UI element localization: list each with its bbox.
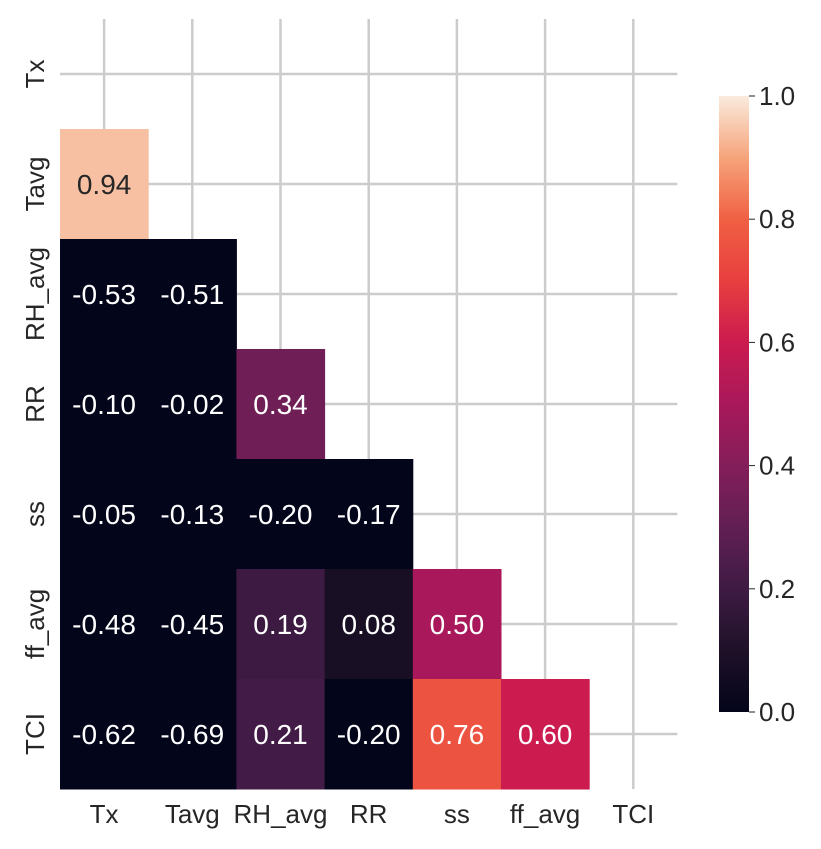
heatmap-cell: [60, 239, 149, 350]
cell-value-label: 0.19: [253, 609, 308, 640]
heatmap-cell: [148, 349, 237, 460]
x-tick-label: RR: [350, 799, 388, 829]
cell-value-label: -0.48: [72, 609, 136, 640]
x-tick-label: Tavg: [165, 799, 220, 829]
heatmap-cell: [148, 239, 237, 350]
heatmap-cell: [236, 569, 326, 680]
heatmap-cell: [412, 569, 502, 680]
heatmap-cell: [148, 569, 237, 680]
cell-value-label: -0.62: [72, 719, 136, 750]
heatmap-cell: [60, 129, 149, 240]
heatmap-cell: [501, 679, 590, 790]
colorbar-tick-label: 0.2: [759, 574, 795, 604]
x-tick-label: TCI: [612, 799, 654, 829]
y-tick-label: RR: [20, 385, 50, 423]
heatmap-cell: [60, 349, 149, 460]
heatmap-cell: [412, 679, 502, 790]
heatmap-cell: [148, 679, 237, 790]
heatmap-cell: [236, 349, 326, 460]
y-tick-label: TCI: [20, 713, 50, 755]
y-tick-label: ff_avg: [20, 589, 50, 659]
cell-value-label: -0.02: [160, 389, 224, 420]
heatmap-cell: [236, 679, 326, 790]
cell-value-label: 0.76: [430, 719, 485, 750]
y-tick-label: ss: [20, 501, 50, 527]
cell-value-label: 0.50: [430, 609, 485, 640]
cell-value-label: 0.34: [253, 389, 308, 420]
cell-value-label: -0.05: [72, 499, 136, 530]
cell-value-label: -0.13: [160, 499, 224, 530]
cell-value-label: -0.69: [160, 719, 224, 750]
heatmap-cell: [148, 459, 237, 570]
heatmap-cell: [324, 459, 414, 570]
cell-value-label: -0.10: [72, 389, 136, 420]
cell-value-label: 0.08: [341, 609, 396, 640]
y-tick-labels: Tx Tavg RH_avg RR ss ff_avg TCI: [20, 60, 50, 755]
colorbar: 0.0 0.2 0.4 0.6 0.8 1.0: [719, 81, 795, 727]
y-tick-label: Tavg: [20, 157, 50, 212]
heatmap-cell: [236, 459, 326, 570]
heatmap-cells: 0.94 -0.53 -0.51 -0.10 -0.02 0.34 -0.05 -0.13 -0…: [60, 129, 590, 790]
x-tick-label: ff_avg: [510, 799, 580, 829]
colorbar-tick-label: 1.0: [759, 81, 795, 111]
cell-value-label: -0.20: [249, 499, 313, 530]
heatmap-cell: [60, 569, 149, 680]
heatmap-cell: [60, 459, 149, 570]
cell-value-label: -0.20: [337, 719, 401, 750]
colorbar-gradient: [719, 96, 749, 712]
cell-value-label: 0.94: [77, 169, 132, 200]
heatmap-cell: [324, 679, 414, 790]
cell-value-label: -0.51: [160, 279, 224, 310]
y-tick-label: Tx: [20, 60, 50, 89]
heatmap-cell: [60, 679, 149, 790]
x-tick-label: RH_avg: [234, 799, 328, 829]
cell-value-label: -0.45: [160, 609, 224, 640]
y-tick-label: RH_avg: [20, 247, 50, 341]
heatmap-cell: [324, 569, 414, 680]
colorbar-tick-label: 0.8: [759, 204, 795, 234]
colorbar-tick-label: 0.6: [759, 327, 795, 357]
x-tick-label: ss: [444, 799, 470, 829]
x-tick-label: Tx: [90, 799, 119, 829]
cell-value-label: -0.17: [337, 499, 401, 530]
colorbar-tick-label: 0.4: [759, 451, 795, 481]
cell-value-label: 0.21: [253, 719, 308, 750]
cell-value-label: 0.60: [518, 719, 573, 750]
cell-value-label: -0.53: [72, 279, 136, 310]
colorbar-tick-label: 0.0: [759, 697, 795, 727]
x-tick-labels: Tx Tavg RH_avg RR ss ff_avg TCI: [90, 799, 655, 829]
